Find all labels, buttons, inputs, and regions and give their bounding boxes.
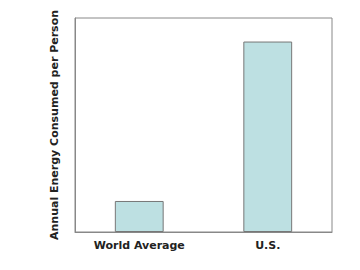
svg-text:World Average: World Average (94, 239, 185, 252)
svg-text:U.S.: U.S. (255, 239, 280, 252)
svg-text:Annual Energy Consumed per Per: Annual Energy Consumed per Person (48, 10, 61, 240)
